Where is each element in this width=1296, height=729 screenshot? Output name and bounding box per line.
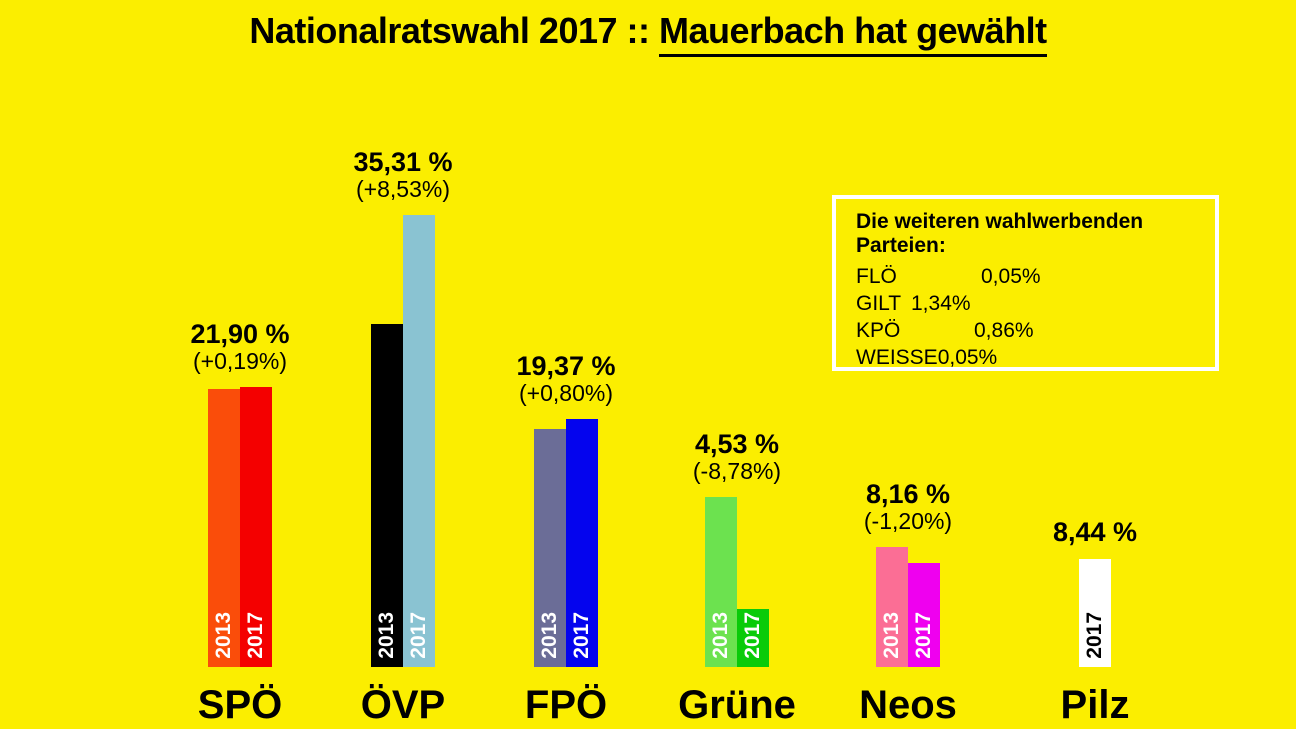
percent-label-gruene: 4,53 % (-8,78%) <box>693 429 781 485</box>
title-highlight: Mauerbach hat gewählt <box>659 10 1047 57</box>
title-separator: :: <box>626 10 650 51</box>
year-label: 2013 <box>375 612 398 659</box>
change-label: (-1,20%) <box>863 508 953 535</box>
year-label: 2017 <box>570 612 593 659</box>
title-prefix: Nationalratswahl 2017 <box>249 10 618 51</box>
party-name-neos: Neos <box>859 683 957 727</box>
bar-group-ovp: 35,31 % (+8,53%) 2013 2017 <box>353 147 453 667</box>
change-label: (+0,19%) <box>193 348 287 375</box>
party-name-spo: SPÖ <box>197 683 283 727</box>
bar-group-fpo: 19,37 % (+0,80%) 2013 2017 <box>516 351 616 667</box>
bar-group-pilz: 8,44 % 2017 <box>1053 517 1137 667</box>
year-label: 2017 <box>407 612 430 659</box>
change-label: (+0,80%) <box>519 380 613 407</box>
percent-label-neos: 8,16 % (-1,20%) <box>864 479 952 535</box>
bar-ovp-2017: 2017 <box>403 215 435 667</box>
year-label: 2017 <box>244 612 267 659</box>
bar-spo-2017: 2017 <box>240 387 272 667</box>
value-label: 8,44 % <box>1052 516 1138 547</box>
party-value: 0,86% <box>974 319 1034 342</box>
percent-label-fpo: 19,37 % (+0,80%) <box>516 351 615 407</box>
percent-label-ovp: 35,31 % (+8,53%) <box>353 147 452 203</box>
year-label: 2013 <box>538 612 561 659</box>
percent-label-spo: 21,90 % (+0,19%) <box>190 319 289 375</box>
change-label: (-8,78%) <box>692 458 782 485</box>
year-label: 2017 <box>912 612 935 659</box>
party-label: KPÖ <box>856 319 901 342</box>
bar-fpo-2013: 2013 <box>534 429 566 667</box>
year-label: 2013 <box>709 612 732 659</box>
party-name-fpo: FPÖ <box>524 683 608 727</box>
year-label: 2013 <box>212 612 235 659</box>
year-label: 2017 <box>741 612 764 659</box>
other-parties-row-weisse: WEISSE 0,05% <box>856 346 1215 373</box>
value-label: 8,16 % <box>865 479 951 510</box>
bar-ovp-2013: 2013 <box>371 324 403 667</box>
bar-spo-2013: 2013 <box>208 389 240 667</box>
bar-group-neos: 8,16 % (-1,20%) 2013 2017 <box>864 479 952 667</box>
bar-neos-2017: 2017 <box>908 563 940 667</box>
bar-group-spo: 21,90 % (+0,19%) 2013 2017 <box>190 319 290 667</box>
bar-group-gruene: 4,53 % (-8,78%) 2013 2017 <box>693 429 781 667</box>
value-label: 21,90 % <box>190 319 290 350</box>
value-label: 4,53 % <box>694 429 780 460</box>
bar-gruene-2013: 2013 <box>705 497 737 667</box>
bar-neos-2013: 2013 <box>876 547 908 667</box>
year-label: 2017 <box>1083 612 1106 659</box>
value-label: 35,31 % <box>353 147 453 178</box>
party-label: FLÖ <box>856 265 897 288</box>
value-label: 19,37 % <box>516 351 616 382</box>
party-name-ovp: ÖVP <box>360 683 446 727</box>
party-label: GILT <box>856 292 902 315</box>
party-value: 0,05% <box>937 346 998 369</box>
other-parties-row-gilt: GILT 1,34% <box>856 292 1215 319</box>
other-parties-box: Die weiteren wahlwerbenden Parteien: FLÖ… <box>832 195 1219 371</box>
party-name-gruene: Grüne <box>678 683 796 727</box>
party-value: 0,05% <box>981 265 1041 288</box>
percent-label-pilz: 8,44 % <box>1053 517 1137 547</box>
party-label: WEISSE <box>856 346 938 369</box>
page-title: Nationalratswahl 2017 :: Mauerbach hat g… <box>0 10 1296 57</box>
other-parties-row-flo: FLÖ 0,05% <box>856 265 1215 292</box>
other-parties-heading: Die weiteren wahlwerbenden Parteien: <box>856 210 1144 257</box>
bar-gruene-2017: 2017 <box>737 609 769 667</box>
change-label: (+8,53%) <box>356 176 450 203</box>
bar-pilz-2017: 2017 <box>1079 559 1111 667</box>
bar-fpo-2017: 2017 <box>566 419 598 667</box>
party-name-pilz: Pilz <box>1060 683 1130 727</box>
other-parties-row-kpo: KPÖ 0,86% <box>856 319 1215 346</box>
year-label: 2013 <box>880 612 903 659</box>
party-value: 1,34% <box>911 292 971 315</box>
